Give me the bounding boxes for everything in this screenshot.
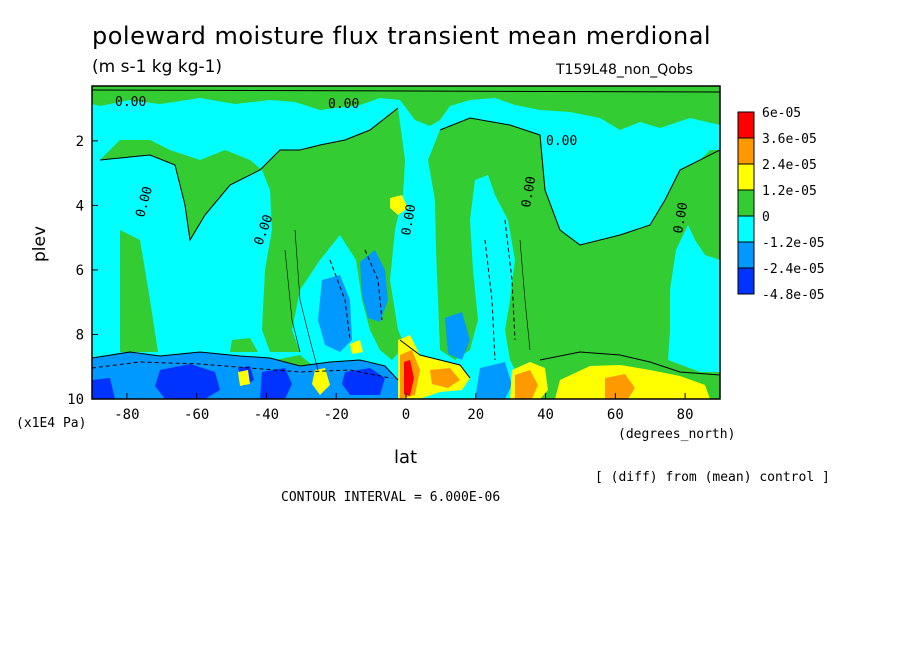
colorbar-label: 0 <box>762 210 770 225</box>
x-tick-label: 80 <box>677 407 694 423</box>
y-axis-ticks: 2 4 6 8 10 <box>67 134 98 408</box>
negative-contours <box>92 219 516 379</box>
colorbar-label: -4.8e-05 <box>762 288 825 303</box>
colorbar-swatch <box>737 241 755 269</box>
field-neg-large <box>92 364 385 399</box>
contour-interval: CONTOUR INTERVAL = 6.000E-06 <box>281 490 501 505</box>
contour-label: 0.00 <box>671 201 691 234</box>
y-tick-label: 2 <box>76 134 84 150</box>
x-axis-unit: (degrees_north) <box>618 427 736 442</box>
colorbar-swatch <box>737 189 755 217</box>
contour-label: 0.00 <box>115 95 146 110</box>
x-tick-label: -40 <box>254 407 279 423</box>
y-tick-label: 4 <box>76 198 84 214</box>
colorbar-label: 1.2e-05 <box>762 184 817 199</box>
x-tick-label: -80 <box>114 407 139 423</box>
diff-note: [ (diff) from (mean) control ] <box>595 470 830 485</box>
chart-title: poleward moisture flux transient mean me… <box>92 22 712 50</box>
contour-labels: 0.00 0.00 0.00 0.00 0.00 0.00 0.00 0.00 <box>115 95 691 247</box>
colorbar-label: 6e-05 <box>762 106 801 121</box>
x-tick-label: -20 <box>324 407 349 423</box>
contour-label: 0.00 <box>328 97 359 112</box>
y-axis-unit: (x1E4 Pa) <box>16 416 87 431</box>
colorbar-label: 3.6e-05 <box>762 132 817 147</box>
x-tick-label: 40 <box>537 407 554 423</box>
contour-fields: 0.00 0.00 0.00 0.00 0.00 0.00 0.00 0.00 <box>92 86 720 399</box>
colorbar: 6e-05 3.6e-05 2.4e-05 1.2e-05 0 -1.2e-05 -2.4e… <box>737 106 825 303</box>
contour-label: 0.00 <box>399 203 419 236</box>
colorbar-label: 2.4e-05 <box>762 158 817 173</box>
x-tick-label: 0 <box>402 407 410 423</box>
colorbar-label: -1.2e-05 <box>762 236 825 251</box>
colorbar-swatch <box>737 137 755 165</box>
field-pos-max <box>404 360 414 396</box>
contour-label: 0.00 <box>519 175 539 208</box>
x-tick-label: 60 <box>607 407 624 423</box>
x-tick-label: -60 <box>184 407 209 423</box>
colorbar-swatch <box>737 267 755 295</box>
x-axis-label: lat <box>394 447 418 468</box>
colorbar-swatch <box>737 111 755 139</box>
run-label: T159L48_non_Qobs <box>556 62 693 78</box>
x-axis-ticks: -80 -60 -40 -20 0 20 40 60 80 <box>114 393 694 423</box>
y-tick-label: 6 <box>76 263 84 279</box>
contour-lines <box>92 89 720 381</box>
chart-units: (m s-1 kg kg-1) <box>92 57 223 77</box>
y-tick-label: 8 <box>76 327 84 343</box>
contour-label: 0.00 <box>546 134 577 149</box>
x-tick-label: 20 <box>467 407 484 423</box>
colorbar-swatch <box>737 215 755 243</box>
colorbar-label: -2.4e-05 <box>762 262 825 277</box>
y-tick-label: 10 <box>67 392 84 408</box>
colorbar-swatch <box>737 163 755 191</box>
